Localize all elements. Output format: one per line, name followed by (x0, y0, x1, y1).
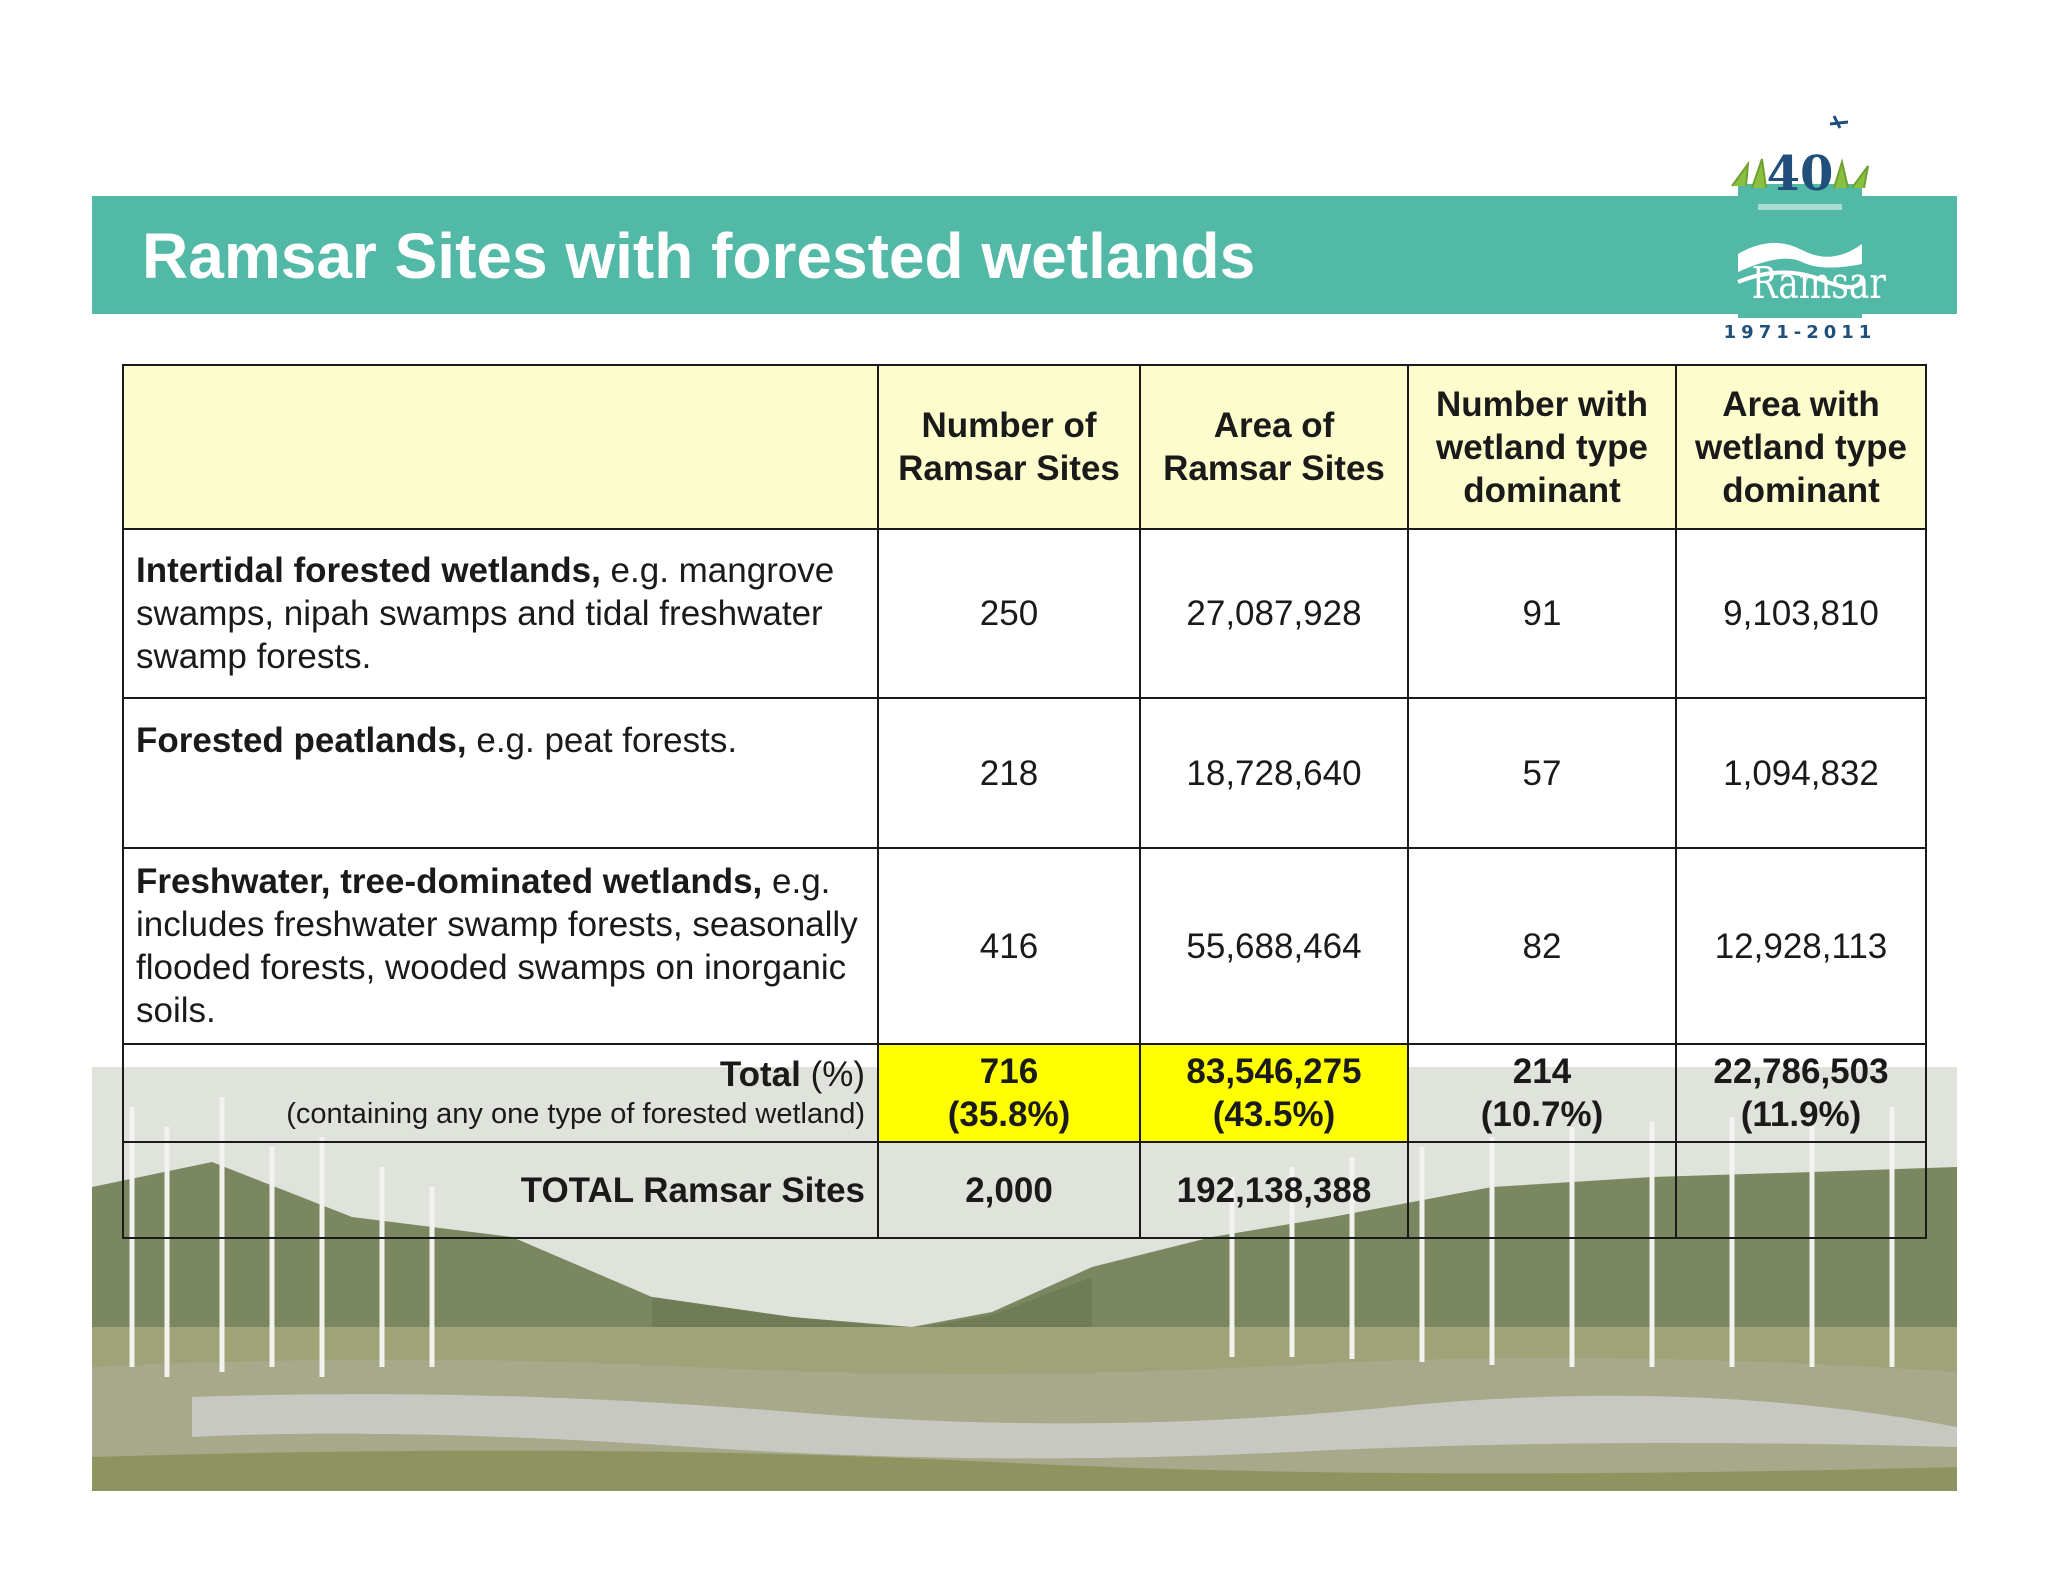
table-cell: 218 (877, 697, 1141, 849)
total-percent: (35.8%) (947, 1095, 1071, 1134)
title-bar: Ramsar Sites with forested wetlands (92, 196, 1957, 314)
total-cell: 22,786,503 (11.9%) (1675, 1043, 1927, 1143)
total-label: Total (%) (136, 1054, 865, 1096)
row-description: e.g. mangrove swamps, nipah swamps and t… (136, 551, 835, 676)
table-cell: 18,728,640 (1139, 697, 1409, 849)
column-header: Area of Ramsar Sites (1139, 364, 1409, 530)
table-row: Intertidal forested wetlands, e.g. mangr… (122, 528, 1927, 699)
ramsar-40th-anniversary-logo: 40 Ramsar 1971-2011 (1722, 104, 1886, 350)
row-title: Intertidal forested wetlands, (136, 551, 601, 590)
total-row: Total (%) (containing any one type of fo… (122, 1043, 1927, 1143)
total-label-unit: (%) (810, 1055, 865, 1094)
table-cell: 91 (1407, 528, 1677, 699)
table-cell: 27,087,928 (1139, 528, 1409, 699)
table-cell: 55,688,464 (1139, 847, 1409, 1045)
grand-total-cell (1675, 1141, 1927, 1239)
logo-anniversary-number: 40 (1766, 146, 1834, 202)
grand-total-cell: 192,138,388 (1139, 1141, 1409, 1239)
total-cell-highlighted: 716 (35.8%) (877, 1043, 1141, 1143)
table-cell: 9,103,810 (1675, 528, 1927, 699)
total-value: 83,546,275 (1186, 1052, 1362, 1091)
row-description: e.g. includes freshwater swamp forests, … (136, 862, 858, 1030)
total-percent: (10.7%) (1480, 1095, 1604, 1134)
total-label-cell: Total (%) (containing any one type of fo… (122, 1043, 879, 1143)
table-cell: 250 (877, 528, 1141, 699)
grand-total-cell (1407, 1141, 1677, 1239)
grand-total-cell: 2,000 (877, 1141, 1141, 1239)
total-value: 716 (979, 1052, 1039, 1091)
column-header: Number of Ramsar Sites (877, 364, 1141, 530)
grand-total-label: TOTAL Ramsar Sites (122, 1141, 879, 1239)
forested-wetlands-table: Number of Ramsar Sites Area of Ramsar Si… (122, 364, 1927, 1239)
logo-wordmark: Ramsar (1751, 258, 1886, 309)
column-header: Area with wetland type dominant (1675, 364, 1927, 530)
table-header-row: Number of Ramsar Sites Area of Ramsar Si… (122, 364, 1927, 530)
total-cell: 214 (10.7%) (1407, 1043, 1677, 1143)
logo-years: 1971-2011 (1723, 322, 1877, 343)
page-title: Ramsar Sites with forested wetlands (142, 220, 1256, 292)
table-row: Forested peatlands, e.g. peat forests. 2… (122, 697, 1927, 849)
logo-graphic (1731, 115, 1869, 318)
total-cell-highlighted: 83,546,275 (43.5%) (1139, 1043, 1409, 1143)
table-cell: 82 (1407, 847, 1677, 1045)
total-value: 214 (1512, 1052, 1572, 1091)
row-description: e.g. peat forests. (466, 721, 738, 760)
table-cell: 12,928,113 (1675, 847, 1927, 1045)
table-header-corner (122, 364, 879, 530)
total-percent: (43.5%) (1212, 1095, 1336, 1134)
table-cell: 1,094,832 (1675, 697, 1927, 849)
total-sublabel: (containing any one type of forested wet… (286, 1098, 865, 1130)
total-value: 22,786,503 (1713, 1052, 1889, 1091)
total-percent: (11.9%) (1740, 1095, 1862, 1134)
column-header: Number with wetland type dominant (1407, 364, 1677, 530)
row-title: Forested peatlands, (136, 721, 467, 760)
row-label: Forested peatlands, e.g. peat forests. (122, 697, 879, 849)
total-label-bold: Total (719, 1055, 811, 1094)
table-cell: 57 (1407, 697, 1677, 849)
table-row: Freshwater, tree-dominated wetlands, e.g… (122, 847, 1927, 1045)
row-title: Freshwater, tree-dominated wetlands, (136, 862, 763, 901)
dragonfly-icon (1829, 115, 1849, 129)
row-label: Intertidal forested wetlands, e.g. mangr… (122, 528, 879, 699)
table-cell: 416 (877, 847, 1141, 1045)
grand-total-row: TOTAL Ramsar Sites 2,000 192,138,388 (122, 1141, 1927, 1239)
row-label: Freshwater, tree-dominated wetlands, e.g… (122, 847, 879, 1045)
